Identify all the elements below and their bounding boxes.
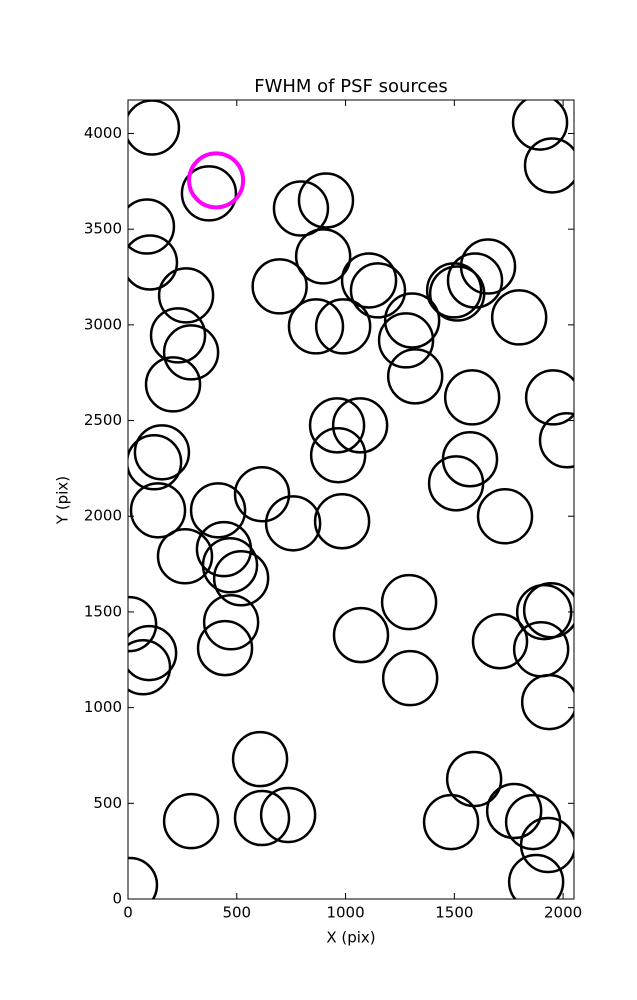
source-circle [233, 465, 291, 523]
source-circle [272, 180, 330, 237]
source-circle [128, 856, 159, 899]
source-circle [144, 356, 202, 413]
source-circle [212, 550, 270, 607]
x-tick-label: 500 [222, 904, 251, 922]
source-circle [471, 612, 529, 670]
source-circle [129, 482, 187, 539]
y-tick-label: 1000 [84, 698, 122, 716]
source-circle [128, 234, 179, 291]
source-circle [309, 426, 367, 484]
y-tick-label: 2000 [84, 507, 122, 525]
source-circle [162, 792, 220, 850]
x-tick-label: 0 [123, 904, 133, 922]
source-circle [523, 137, 574, 194]
source-circle [520, 673, 574, 731]
source-circle [377, 312, 435, 369]
y-tick-label: 3000 [84, 315, 122, 333]
x-axis-label: X (pix) [326, 929, 375, 947]
source-circle [264, 495, 322, 552]
source-circle [519, 816, 574, 874]
source-circle [386, 348, 444, 405]
source-circle [381, 649, 439, 707]
y-tick-label: 4000 [84, 124, 122, 142]
source-circle [445, 750, 503, 808]
source-circle [128, 639, 172, 696]
source-circle [522, 581, 574, 639]
source-circle [340, 252, 398, 309]
source-circle [162, 324, 220, 381]
source-circle [512, 621, 570, 678]
source-circle [297, 172, 355, 229]
x-tick-label: 1500 [435, 904, 473, 922]
source-circle [427, 455, 485, 512]
source-circle [313, 492, 371, 550]
source-circle [201, 536, 259, 594]
source-circle [332, 606, 390, 664]
source-circle [157, 267, 215, 324]
source-circle [133, 424, 191, 481]
source-circle [422, 793, 480, 851]
source-circle [128, 624, 178, 682]
source-circle [202, 594, 260, 651]
y-axis-label: Y (pix) [54, 476, 72, 525]
source-circle [294, 228, 352, 285]
source-circle [308, 397, 366, 454]
source-circle [446, 252, 504, 309]
source-circle [459, 238, 517, 295]
source-circle [538, 412, 574, 469]
source-circle [196, 619, 254, 677]
source-circle [287, 298, 345, 355]
source-circle [233, 789, 291, 847]
source-circle [490, 289, 548, 346]
source-circle [187, 151, 246, 210]
plot-area [128, 100, 574, 899]
y-tick-label: 2500 [84, 411, 122, 429]
y-tick-label: 3500 [84, 220, 122, 238]
source-circle [380, 573, 438, 631]
source-circle [128, 595, 158, 653]
x-tick-label: 1000 [326, 904, 364, 922]
source-circle [251, 258, 308, 315]
axes-frame [127, 99, 575, 900]
source-circle [428, 265, 486, 322]
source-circle [524, 369, 574, 426]
source-circle [331, 397, 389, 454]
source-circle [383, 292, 441, 349]
source-circle [128, 100, 181, 156]
source-circle [149, 307, 207, 364]
chart-title: FWHM of PSF sources [254, 76, 448, 97]
source-circle [443, 369, 501, 426]
source-circle [259, 786, 317, 844]
y-tick-label: 0 [112, 890, 122, 908]
y-tick-label: 1500 [84, 602, 122, 620]
source-circle [476, 487, 534, 545]
source-circle [507, 853, 565, 899]
source-circle [195, 520, 253, 578]
x-tick-label: 2000 [544, 904, 582, 922]
source-circle [128, 198, 176, 255]
source-circle [314, 298, 372, 355]
source-circle [485, 782, 543, 840]
source-circle [511, 100, 569, 151]
source-circle [231, 730, 289, 788]
source-circle [189, 482, 247, 539]
source-circle [349, 262, 407, 319]
source-circle [156, 527, 214, 585]
y-tick-label: 500 [93, 794, 122, 812]
source-circle [128, 434, 183, 491]
source-circle [180, 165, 238, 222]
